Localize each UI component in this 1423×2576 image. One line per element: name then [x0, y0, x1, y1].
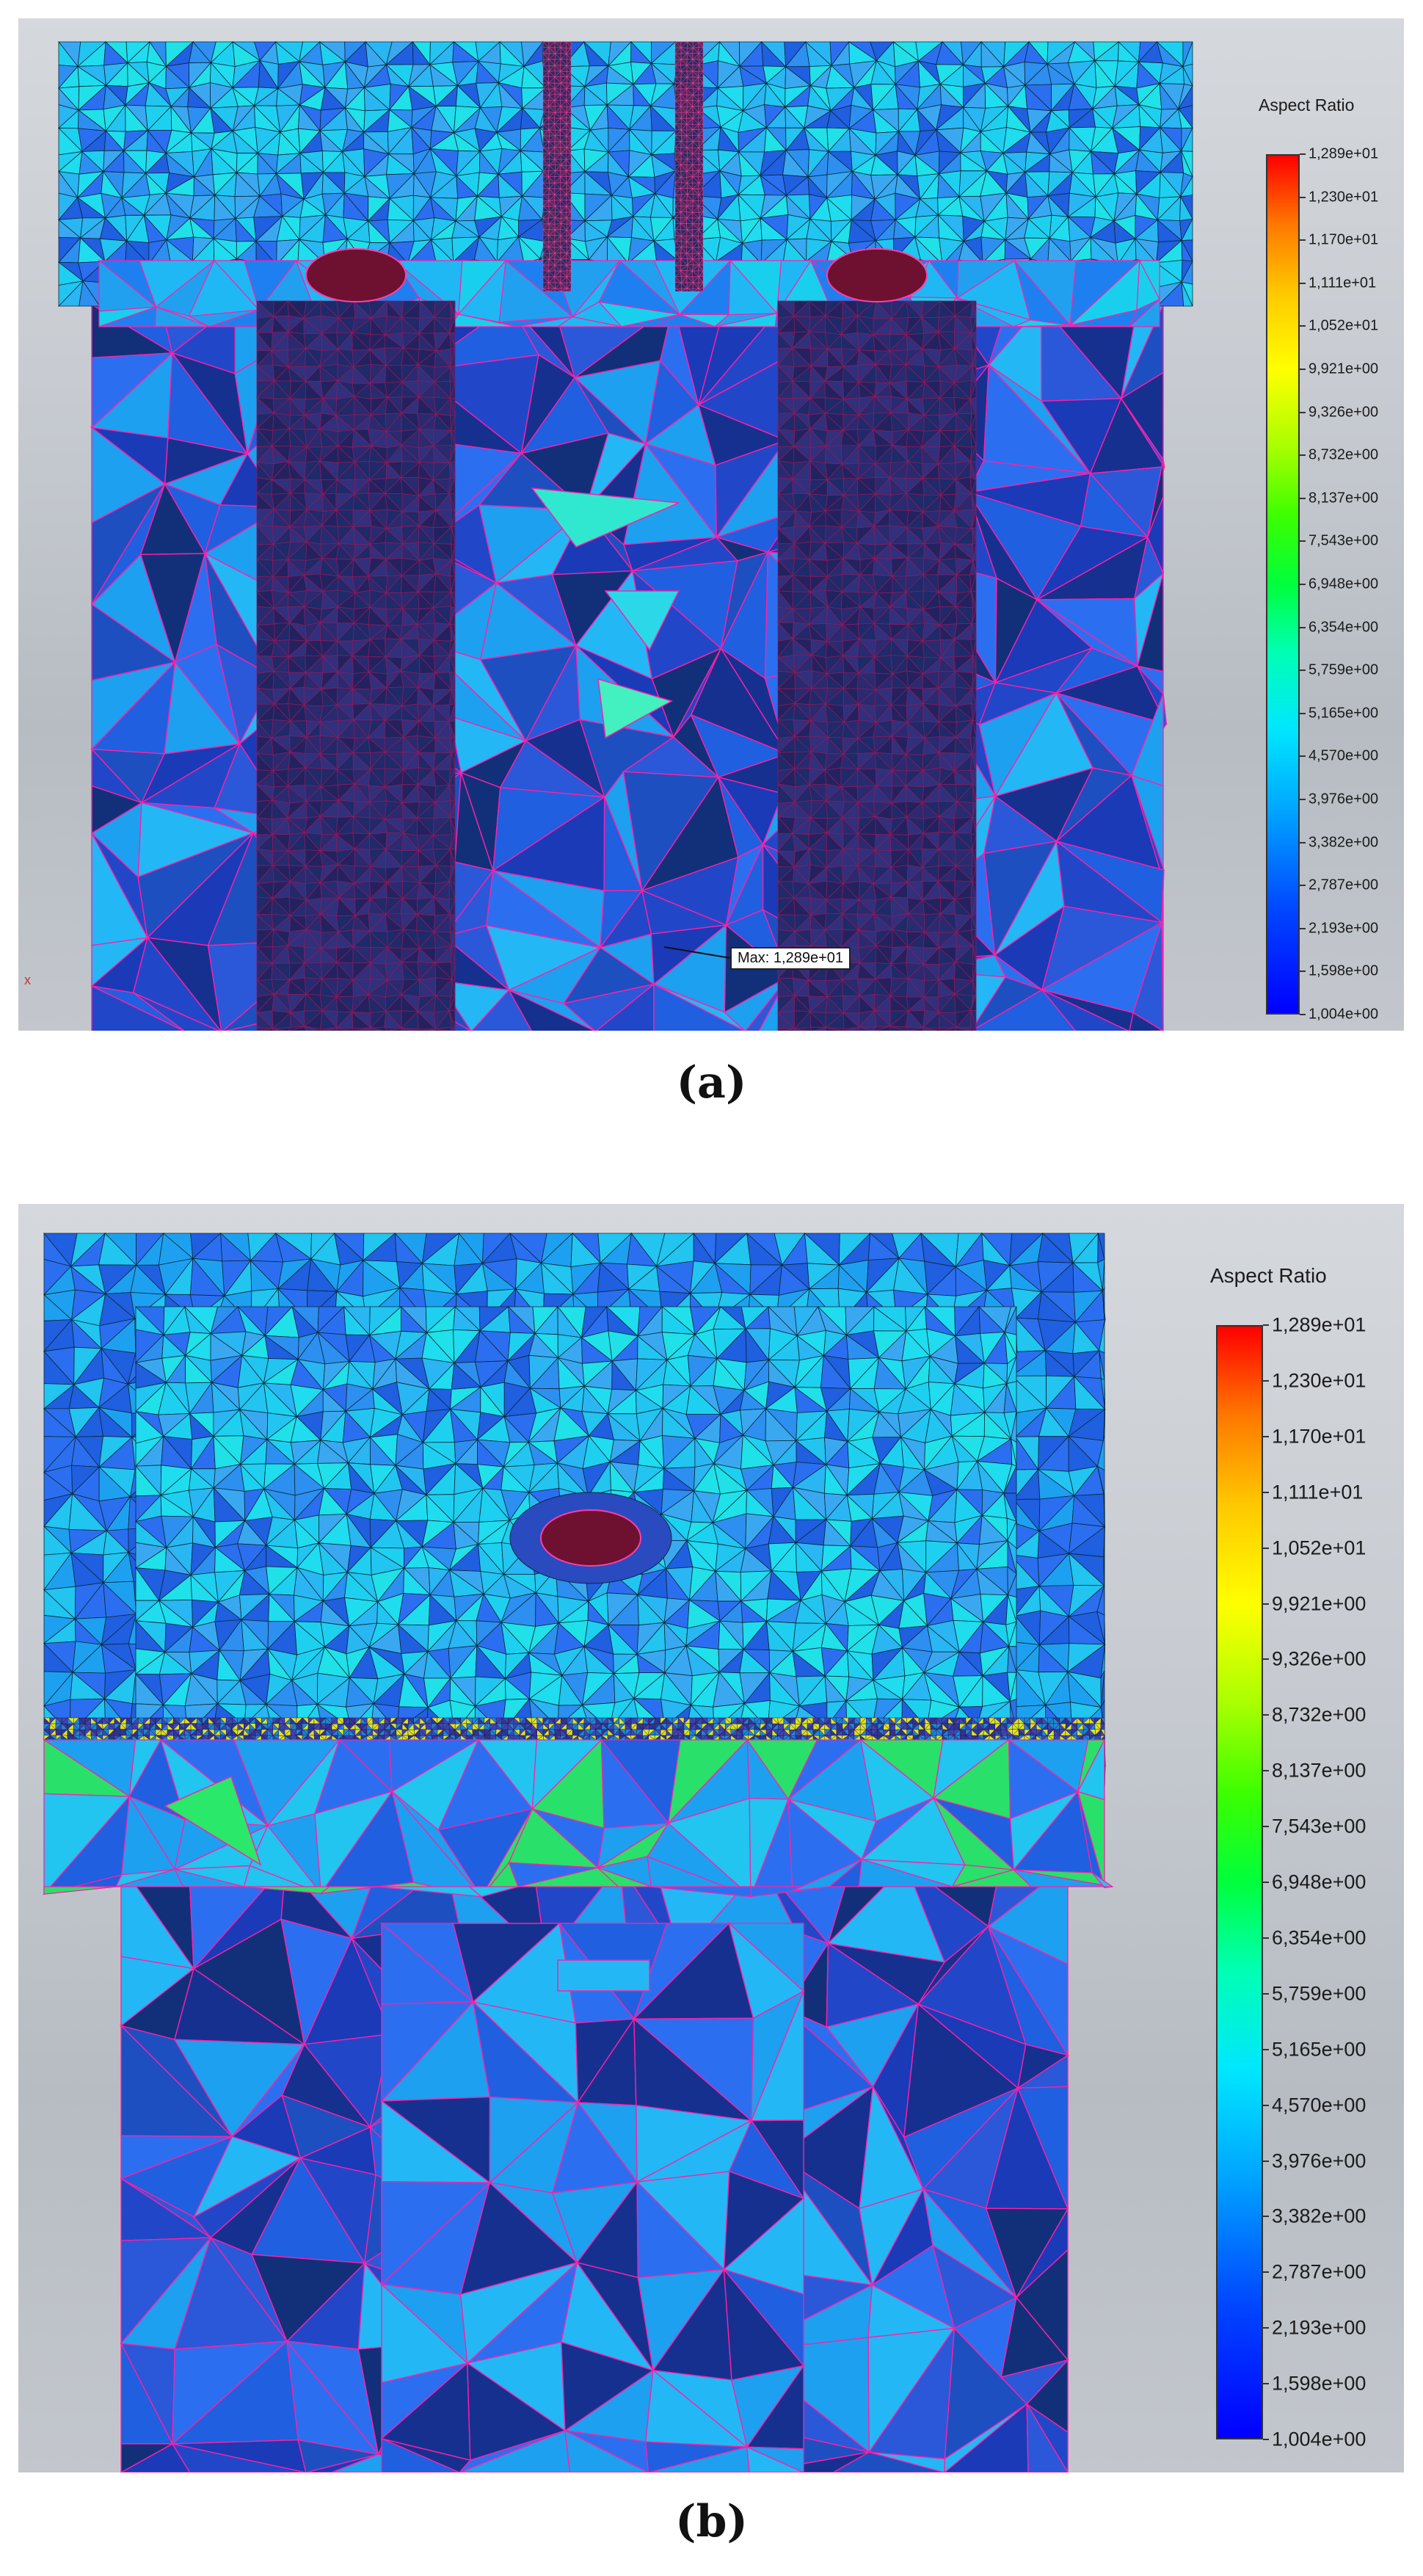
- mesh-element: [1128, 298, 1160, 327]
- legend-tick-label: 5,165e+00: [1309, 705, 1379, 722]
- mesh-element: [369, 1027, 385, 1031]
- legend-tickmark: [1300, 1014, 1306, 1015]
- legend-tick-label: 1,230e+01: [1309, 189, 1379, 206]
- mesh-element: [889, 1026, 907, 1031]
- mesh-region: [776, 300, 978, 1031]
- legend-tickmark: [1300, 885, 1306, 887]
- mesh-element: [434, 1028, 448, 1031]
- caption-a: (a): [676, 1057, 747, 1109]
- legend-tickmark: [1300, 196, 1306, 198]
- legend-tickmark: [1300, 927, 1306, 929]
- legend-tickmark: [1300, 970, 1306, 973]
- legend-tickmark: [1300, 712, 1306, 714]
- mesh-element: [507, 989, 596, 1031]
- mesh-element: [91, 984, 185, 1031]
- legend-tickmark: [1300, 282, 1306, 284]
- mesh-element: [566, 288, 572, 292]
- legend-tick-label: 6,354e+00: [1309, 619, 1379, 636]
- mesh-region: [674, 41, 704, 292]
- mesh-view-a: Aspect Ratio 1,289e+01 1,230e+01 1,170e+01…: [18, 18, 1404, 1031]
- legend-title-a: Aspect Ratio: [1259, 95, 1355, 115]
- max-label: Max: 1,289e+01: [730, 947, 851, 970]
- mesh-region: [90, 302, 1168, 1031]
- legend-tick-label: 1,004e+00: [1309, 1006, 1379, 1023]
- legend-tick-label: 5,759e+00: [1309, 661, 1379, 678]
- mesh-element: [922, 1027, 939, 1031]
- mesh-element: [653, 983, 745, 1031]
- mesh-element: [554, 288, 561, 292]
- mesh-element: [556, 316, 622, 327]
- legend-tickmark: [1300, 454, 1306, 457]
- legend-tickmark: [1300, 584, 1306, 585]
- column-cap: [305, 248, 407, 302]
- mesh-plot-a: [57, 40, 1193, 1031]
- mesh-element: [335, 1027, 351, 1031]
- mesh-element: [858, 1026, 873, 1031]
- legend-tick-label: 1,289e+01: [1309, 145, 1379, 162]
- mesh-region: [542, 41, 572, 292]
- legend-tick-label: 1,052e+01: [1309, 317, 1379, 334]
- legend-tickmark: [1300, 411, 1306, 413]
- mesh-element: [451, 1028, 456, 1031]
- legend-tick-label: 2,787e+00: [1309, 877, 1379, 893]
- mesh-element: [401, 1028, 416, 1031]
- legend-tickmark: [1300, 497, 1306, 499]
- mesh-element: [825, 1027, 841, 1031]
- legend-tickmark: [1300, 670, 1306, 672]
- legend-tick-label: 7,543e+00: [1309, 532, 1379, 549]
- legend-tick-label: 1,170e+01: [1309, 231, 1379, 248]
- legend-tick-label: 4,570e+00: [1309, 747, 1379, 764]
- mesh-element: [1129, 1012, 1164, 1031]
- legend-tick-label: 9,921e+00: [1309, 360, 1379, 377]
- legend-tickmark: [1300, 153, 1306, 155]
- legend-tick-label: 3,382e+00: [1309, 834, 1379, 851]
- column-cap: [826, 248, 928, 302]
- mesh-element: [1070, 324, 1130, 327]
- mesh-element: [971, 1027, 977, 1031]
- legend-tickmark: [1300, 841, 1306, 843]
- legend-tickmark: [1300, 369, 1306, 370]
- legend-tickmark: [1300, 755, 1306, 758]
- legend-tickmark: [1300, 626, 1306, 628]
- legend-tick-label: 3,976e+00: [1309, 791, 1379, 808]
- mesh-region: [255, 300, 456, 1031]
- mesh-element: [154, 306, 210, 327]
- color-legend-bar-a: [1266, 154, 1300, 1015]
- mesh-element: [1181, 281, 1193, 307]
- legend-tick-label: 2,193e+00: [1309, 920, 1379, 937]
- legend-tick-label: 9,326e+00: [1309, 404, 1379, 421]
- legend-tick-label: 8,137e+00: [1309, 490, 1379, 507]
- legend-tick-label: 8,732e+00: [1309, 446, 1379, 463]
- mesh-element: [793, 1028, 809, 1031]
- legend-tick-label: 6,948e+00: [1309, 576, 1379, 592]
- legend-tick-label: 1,598e+00: [1309, 962, 1379, 979]
- mesh-element: [304, 1026, 319, 1031]
- legend-tickmark: [1300, 239, 1306, 242]
- mesh-element: [272, 1028, 285, 1031]
- legend-tickmark: [1300, 325, 1306, 327]
- mesh-element: [954, 1027, 969, 1031]
- mesh-element: [133, 992, 220, 1031]
- legend-tick-label: 1,111e+01: [1309, 275, 1377, 291]
- mesh-element: [654, 313, 716, 327]
- legend-tickmark: [1300, 540, 1306, 543]
- mesh-element: [1041, 989, 1129, 1031]
- mesh-element: [79, 280, 101, 307]
- axis-triad-label: x: [24, 973, 31, 987]
- legend-tickmark: [1300, 799, 1306, 800]
- mesh-element: [542, 288, 550, 292]
